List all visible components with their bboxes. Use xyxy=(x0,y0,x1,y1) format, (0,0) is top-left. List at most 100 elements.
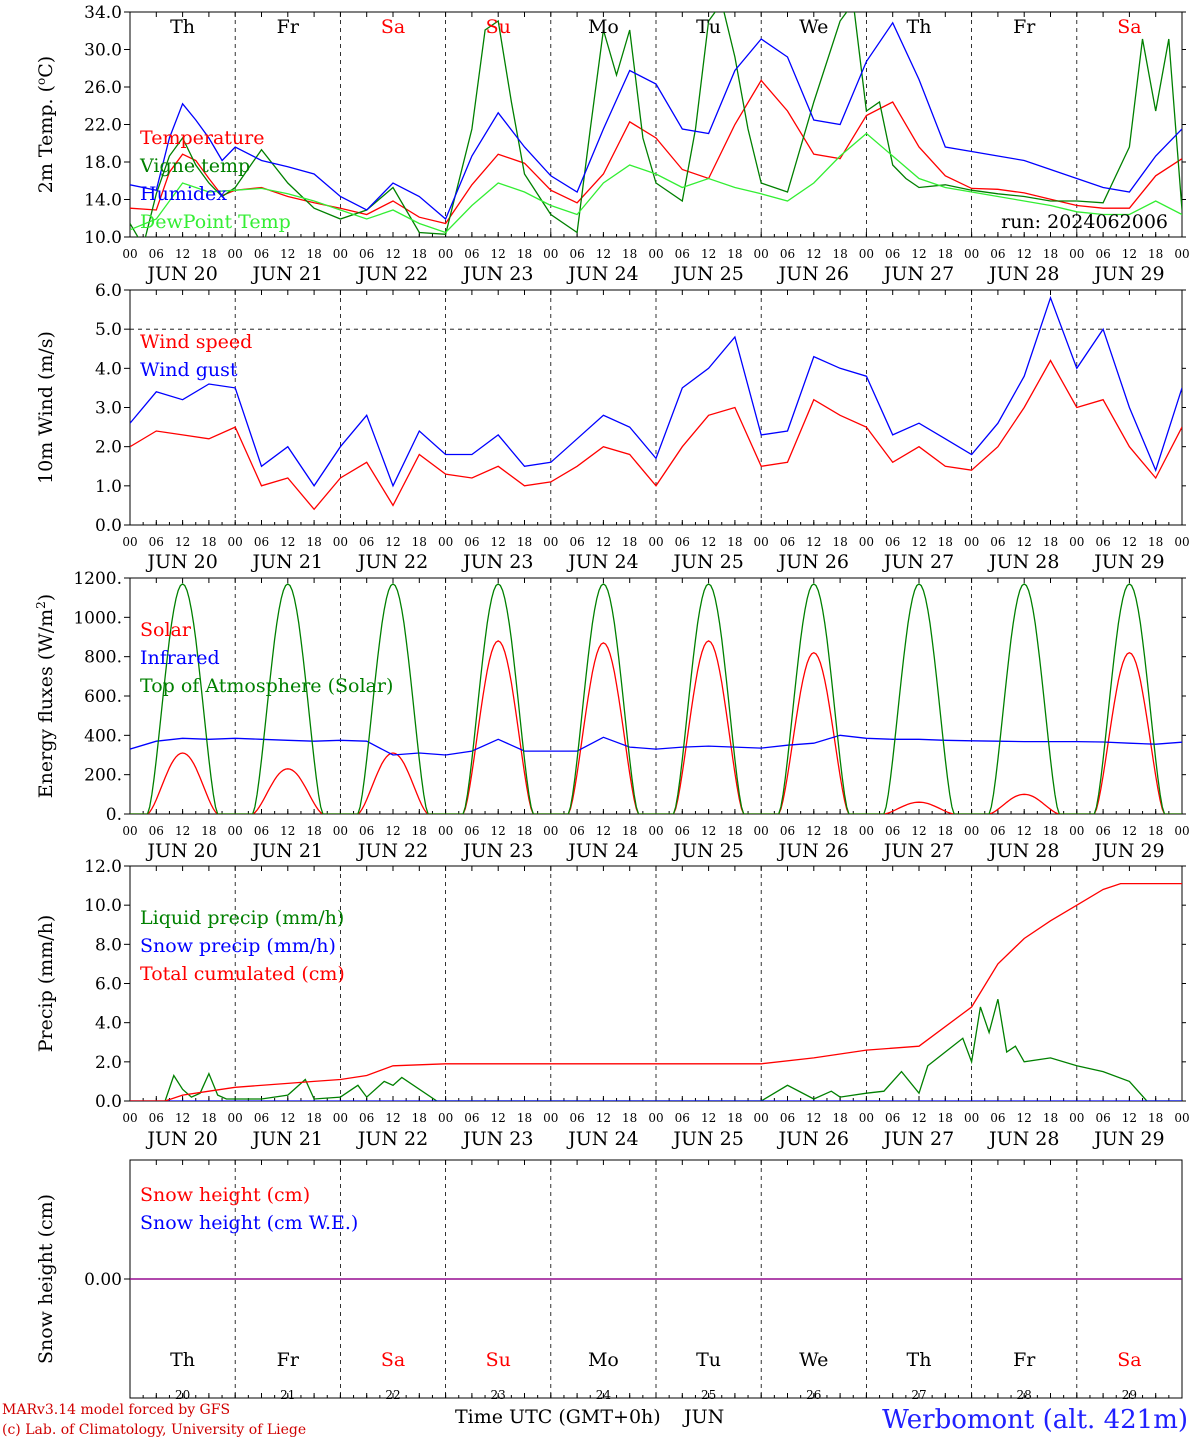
hour-label: 18 xyxy=(1043,535,1058,549)
x-axis-month: JUN xyxy=(682,1406,724,1428)
day-number: 21 xyxy=(280,1388,295,1402)
x-axis-label: Time UTC (GMT+0h) xyxy=(455,1406,661,1428)
hour-label: 12 xyxy=(385,1111,400,1125)
date-label: JUN 26 xyxy=(777,263,849,285)
hour-label: 00 xyxy=(333,247,348,261)
hour-label: 18 xyxy=(1148,824,1163,838)
hour-label: 00 xyxy=(754,824,769,838)
panel-precip: 0.0 2.0 4.0 6.0 8.0 10.0 12.0 Precip (mm/h) 00 06… xyxy=(35,857,1190,1150)
hour-label: 18 xyxy=(201,824,216,838)
hour-label: 06 xyxy=(990,535,1005,549)
weekday-label: We xyxy=(799,1349,828,1371)
y-tick-label: 6.0 xyxy=(95,975,122,995)
hour-label: 18 xyxy=(1148,1111,1163,1125)
date-label: JUN 25 xyxy=(671,263,743,285)
hour-label: 18 xyxy=(412,824,427,838)
y-tick-label: 30.0 xyxy=(84,41,122,61)
hour-label: 00 xyxy=(1174,247,1189,261)
weekday-label: Fr xyxy=(277,16,300,38)
hour-label: 18 xyxy=(622,535,637,549)
panel-wind: 0.0 1.0 2.0 3.0 4.0 5.0 6.0 10m Wind (m/s) 00 06 1… xyxy=(35,281,1190,573)
hour-label: 06 xyxy=(1095,535,1110,549)
legend-entry: Wind gust xyxy=(140,359,238,381)
date-label: JUN 21 xyxy=(251,840,323,862)
series-line-dewpoint-temp xyxy=(130,132,1182,234)
date-label: JUN 22 xyxy=(356,1128,428,1150)
hour-label: 12 xyxy=(701,535,716,549)
hour-label: 12 xyxy=(806,1111,821,1125)
day-number: 20 xyxy=(175,1388,190,1402)
y-tick-label: 26.0 xyxy=(84,78,122,98)
data-layer xyxy=(130,295,1182,511)
run-label: run: 2024062006 xyxy=(1001,211,1168,233)
hour-label: 06 xyxy=(675,535,690,549)
y-axis-label: Snow height (cm) xyxy=(35,1194,57,1364)
hour-label: 18 xyxy=(201,535,216,549)
hour-label: 00 xyxy=(543,535,558,549)
hour-label: 00 xyxy=(859,535,874,549)
y-tick-label: 10.0 xyxy=(84,228,122,248)
date-label: JUN 26 xyxy=(777,1128,849,1150)
series-line-wind-speed xyxy=(130,359,1182,511)
day-number: 25 xyxy=(701,1388,716,1402)
hour-label: 18 xyxy=(517,1111,532,1125)
hour-label: 06 xyxy=(149,247,164,261)
legend-entry: Total cumulated (cm) xyxy=(140,963,345,985)
hour-label: 12 xyxy=(596,1111,611,1125)
series-line-wind-gust xyxy=(130,295,1182,488)
hour-label: 12 xyxy=(701,1111,716,1125)
hour-label: 12 xyxy=(280,535,295,549)
hour-label: 00 xyxy=(964,824,979,838)
date-label: JUN 22 xyxy=(356,263,428,285)
hour-label: 06 xyxy=(675,247,690,261)
hour-label: 00 xyxy=(1069,247,1084,261)
y-tick-label: 34.0 xyxy=(84,3,122,23)
series-line-liquid-precip-mm-h- xyxy=(130,999,1182,1101)
hour-label: 00 xyxy=(754,247,769,261)
hour-label: 18 xyxy=(517,535,532,549)
hour-label: 12 xyxy=(596,247,611,261)
legend-entry: Infrared xyxy=(140,647,220,669)
hour-label: 00 xyxy=(228,824,243,838)
hour-label: 12 xyxy=(806,535,821,549)
hour-label: 18 xyxy=(832,1111,847,1125)
hour-label: 12 xyxy=(1122,535,1137,549)
hour-label: 18 xyxy=(938,247,953,261)
hour-label: 06 xyxy=(254,247,269,261)
hour-label: 06 xyxy=(359,247,374,261)
date-label: JUN 26 xyxy=(777,840,849,862)
y-tick-label: 8.0 xyxy=(95,935,122,955)
meteogram-panels: 10.0 14.0 18.0 22.0 26.0 30.0 34.0 2m Temp. (oC… xyxy=(34,3,1190,1402)
date-label: JUN 24 xyxy=(566,1128,638,1150)
date-label: JUN 20 xyxy=(145,1128,217,1150)
date-label: JUN 20 xyxy=(145,551,217,573)
hour-label: 06 xyxy=(464,247,479,261)
hour-label: 06 xyxy=(464,1111,479,1125)
series-line-infrared xyxy=(130,734,1182,756)
y-tick-label: 12.0 xyxy=(84,857,122,877)
weekday-label: Sa xyxy=(1117,16,1141,38)
hour-label: 12 xyxy=(1122,824,1137,838)
hour-label: 06 xyxy=(569,247,584,261)
hour-label: 18 xyxy=(517,247,532,261)
date-label: JUN 29 xyxy=(1092,840,1164,862)
date-label: JUN 27 xyxy=(882,263,954,285)
hour-label: 12 xyxy=(596,535,611,549)
series-line-top-of-atmosphere-solar- xyxy=(130,583,1182,814)
data-layer xyxy=(130,12,1182,237)
hour-label: 00 xyxy=(964,535,979,549)
hour-label: 12 xyxy=(806,824,821,838)
date-label: JUN 23 xyxy=(461,263,533,285)
hour-label: 18 xyxy=(938,824,953,838)
hour-label: 18 xyxy=(201,1111,216,1125)
y-tick-label: 22.0 xyxy=(84,116,122,136)
hour-label: 00 xyxy=(1174,824,1189,838)
hour-label: 00 xyxy=(228,1111,243,1125)
weekday-label: Su xyxy=(486,16,511,38)
hour-label: 06 xyxy=(569,824,584,838)
hour-label: 12 xyxy=(175,1111,190,1125)
date-label: JUN 28 xyxy=(987,840,1059,862)
weekday-label: Sa xyxy=(381,1349,405,1371)
y-tick-label: 2.0 xyxy=(95,1053,122,1073)
